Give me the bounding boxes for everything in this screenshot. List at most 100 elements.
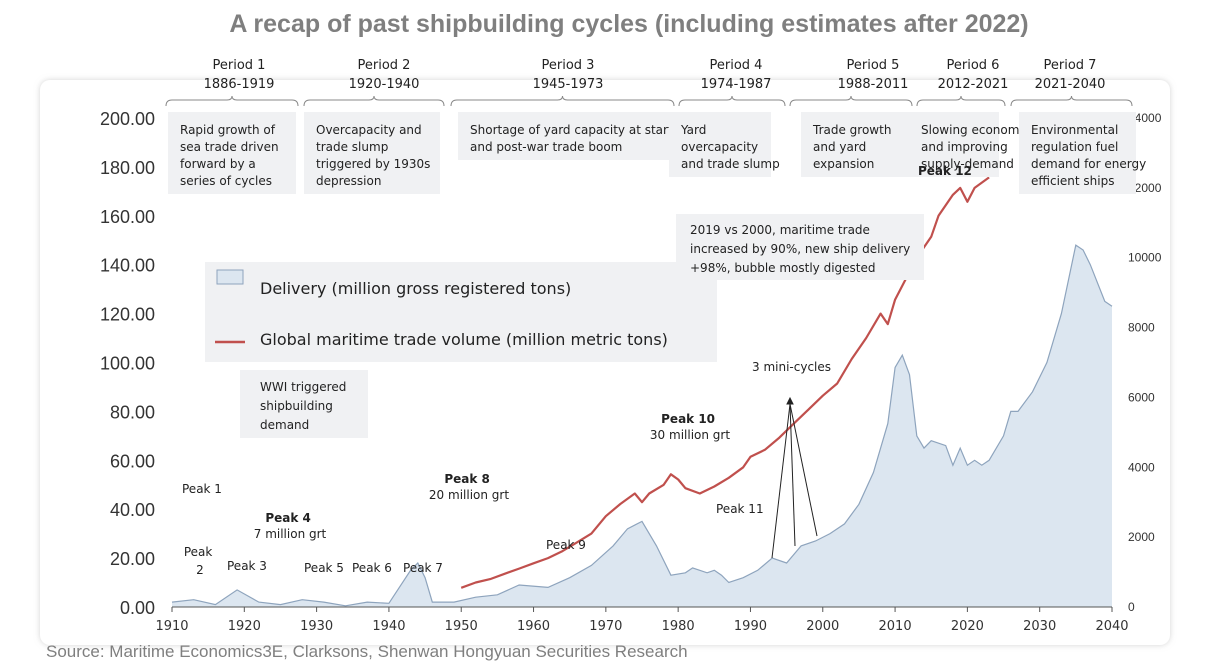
- y-left-tick-label: 200.00: [100, 109, 155, 129]
- legend-background: [205, 262, 717, 362]
- peak-12-label: Peak 12: [918, 164, 972, 178]
- peak-9-label: Peak 9: [546, 538, 586, 552]
- peak-6-label: Peak 6: [352, 561, 392, 575]
- legend: Delivery (million gross registered tons)…: [205, 262, 717, 362]
- period-1-desc-line: forward by a: [180, 157, 256, 171]
- period-6-desc-background: [909, 112, 999, 177]
- periods: Period 1 1886-1919 Rapid growth of sea trad…: [165, 58, 1146, 194]
- peak-8-label: Peak 8 20 million grt: [429, 472, 509, 502]
- period-1-desc-line: sea trade driven: [180, 140, 279, 154]
- legend-trade: Global maritime trade volume (million me…: [260, 330, 668, 349]
- legend-swatch-delivery: [216, 269, 244, 285]
- peak-3-label: Peak 3: [227, 559, 267, 573]
- mini-cycle-arrow-2: [789, 403, 796, 547]
- period-6-bracket: [916, 95, 1006, 107]
- period-3-desc-background: [458, 112, 677, 160]
- period-3-desc-line: Shortage of yard capacity at start: [470, 123, 673, 137]
- source-note: Source: Maritime Economics3E, Clarksons,…: [46, 642, 688, 661]
- peak-1-label: Peak 1: [182, 482, 222, 496]
- period-7-bracket: [1010, 95, 1133, 107]
- y-right-tick-label: 10000: [1128, 251, 1162, 265]
- period-4-desc-background: [669, 112, 771, 177]
- y-right-tick-label: 0: [1128, 600, 1135, 614]
- period-6-desc-line: and improving: [921, 140, 1008, 154]
- x-tick-label: 1970: [589, 619, 622, 634]
- period-2-desc-line: Overcapacity and: [316, 123, 422, 137]
- period-1-desc-background: [168, 112, 296, 194]
- period-2-desc-line: triggered by 1930s: [316, 157, 430, 171]
- mini-cycle-arrow-1: [771, 403, 791, 559]
- peak-11-label: Peak 11: [716, 502, 764, 516]
- mini-cycles-arrows: [771, 396, 818, 559]
- y-left-tick-label: 20.00: [110, 549, 155, 569]
- period-2-desc-line: depression: [316, 174, 381, 188]
- x-tick-label: 2020: [951, 619, 984, 634]
- x-tick-label: 1930: [300, 619, 333, 634]
- period-4-desc-line: overcapacity: [681, 140, 758, 154]
- wwi-note: WWI triggered shipbuilding demand: [260, 380, 350, 432]
- period-2-name: Period 2: [358, 58, 411, 73]
- mini-cycles-label: 3 mini-cycles: [752, 360, 831, 374]
- period-4-desc-line: Yard: [680, 123, 706, 137]
- mini-cycle-arrowhead: [786, 396, 794, 405]
- period-7-desc-line: efficient ships: [1031, 174, 1114, 188]
- y-right-tick-label: 8000: [1128, 321, 1155, 335]
- x-tick-label: 1950: [445, 619, 478, 634]
- y-left-tick-label: 120.00: [100, 305, 155, 325]
- y-right-tick-label: 14000: [1128, 111, 1162, 125]
- period-7-desc-background: [1019, 112, 1136, 194]
- peak-4-label: Peak 4 7 million grt: [254, 511, 327, 541]
- delivery-series: [171, 244, 1113, 607]
- legend-delivery: Delivery (million gross registered tons): [260, 279, 571, 298]
- period-7-desc-line: demand for energy: [1031, 157, 1146, 171]
- period-1-name: Period 1: [213, 58, 266, 73]
- peak-7-label: Peak 7: [403, 561, 443, 575]
- period-1-bracket: [165, 95, 299, 107]
- period-6-desc-line: Slowing economy: [921, 123, 1027, 137]
- x-tick-label: 1920: [228, 619, 261, 634]
- period-7-desc-line: Environmental: [1031, 123, 1118, 137]
- period-7-name: Period 7: [1044, 58, 1097, 73]
- period-2-bracket: [303, 95, 445, 107]
- period-3-name: Period 3: [542, 58, 595, 73]
- y-right-tick-label: 4000: [1128, 460, 1155, 474]
- period-7-years: 2021-2040: [1035, 77, 1106, 92]
- period-2-years: 1920-1940: [349, 77, 420, 92]
- period-5-years: 1988-2011: [838, 77, 909, 92]
- x-tick-label: 1980: [662, 619, 695, 634]
- period-3-years: 1945-1973: [533, 77, 604, 92]
- y-right-tick-label: 2000: [1128, 530, 1155, 544]
- period-4-desc-line: and trade slump: [681, 157, 780, 171]
- period-1-desc-line: Rapid growth of: [180, 123, 276, 137]
- y-left-tick-label: 60.00: [110, 451, 155, 471]
- chart-title: A recap of past shipbuilding cycles (inc…: [229, 10, 1028, 38]
- period-7-desc-line: regulation fuel: [1031, 140, 1118, 154]
- y-right-tick-label: 12000: [1128, 181, 1162, 195]
- period-3-desc-line: and post-war trade boom: [470, 140, 622, 154]
- period-6-desc-line: supply-demand: [921, 157, 1014, 171]
- period-3-bracket: [450, 95, 675, 107]
- axes: 0.00 20.00 40.00 60.00 80.00 100.00 120.00 140.…: [100, 109, 1162, 634]
- x-tick-label: 2040: [1095, 619, 1128, 634]
- period-2-desc-line: trade slump: [316, 140, 388, 154]
- y-left-tick-label: 40.00: [110, 500, 155, 520]
- peak-2-label: Peak 2: [184, 545, 216, 577]
- x-tick-label: 1960: [517, 619, 550, 634]
- y-left-tick-label: 100.00: [100, 354, 155, 374]
- mini-cycle-arrow-3: [789, 403, 818, 537]
- period-5-desc-line: Trade growth: [812, 123, 891, 137]
- x-tick-label: 1940: [372, 619, 405, 634]
- period-5-desc-line: expansion: [813, 157, 874, 171]
- period-5-name: Period 5: [847, 58, 900, 73]
- delivery-area: [172, 245, 1112, 607]
- period-1-desc-line: series of cycles: [180, 174, 272, 188]
- x-tick-label: 1910: [155, 619, 188, 634]
- y-left-tick-label: 0.00: [120, 598, 155, 618]
- y-right-tick-label: 6000: [1128, 390, 1155, 404]
- period-6-years: 2012-2021: [938, 77, 1009, 92]
- delivery-outline: [171, 244, 1113, 607]
- wwi-note-background: [240, 370, 368, 438]
- peak-10-label: Peak 10 30 million grt: [650, 412, 730, 442]
- period-4-name: Period 4: [710, 58, 763, 73]
